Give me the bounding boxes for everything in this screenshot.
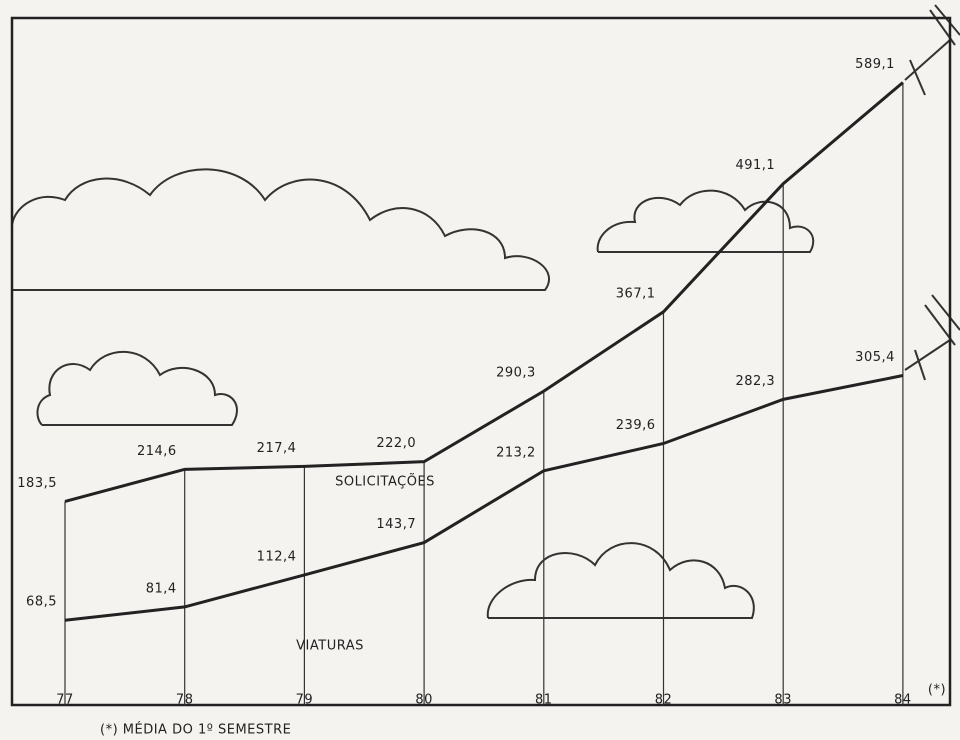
value-label: 589,1 xyxy=(855,57,895,72)
value-label: 367,1 xyxy=(616,286,656,301)
airplane xyxy=(904,4,960,381)
frame xyxy=(10,16,952,707)
value-label: 290,3 xyxy=(496,366,536,381)
value-label: 68,5 xyxy=(26,595,57,610)
value-label: 213,2 xyxy=(496,445,536,460)
series-label: SOLICITAÇÕES xyxy=(335,474,435,490)
series-label: VIATURAS xyxy=(296,639,364,654)
cloud xyxy=(36,350,238,426)
value-label: 282,3 xyxy=(735,374,775,389)
value-label: 217,4 xyxy=(257,441,297,456)
footnote: (*) MÉDIA DO 1º SEMESTRE xyxy=(100,722,291,738)
value-label: 214,6 xyxy=(137,444,177,459)
series-line xyxy=(64,374,904,622)
value-label: 183,5 xyxy=(17,476,57,491)
value-label: 112,4 xyxy=(257,549,297,564)
value-label: 222,0 xyxy=(376,436,416,451)
value-label: 143,7 xyxy=(376,517,416,532)
cloud xyxy=(596,189,815,253)
cloud xyxy=(486,542,755,619)
value-label: 239,6 xyxy=(616,418,656,433)
value-label: 305,4 xyxy=(855,350,895,365)
value-label: 81,4 xyxy=(146,581,177,596)
x-note: (*) xyxy=(928,683,946,698)
cloud xyxy=(11,168,550,291)
value-label: 491,1 xyxy=(735,158,775,173)
series-line xyxy=(64,81,904,503)
